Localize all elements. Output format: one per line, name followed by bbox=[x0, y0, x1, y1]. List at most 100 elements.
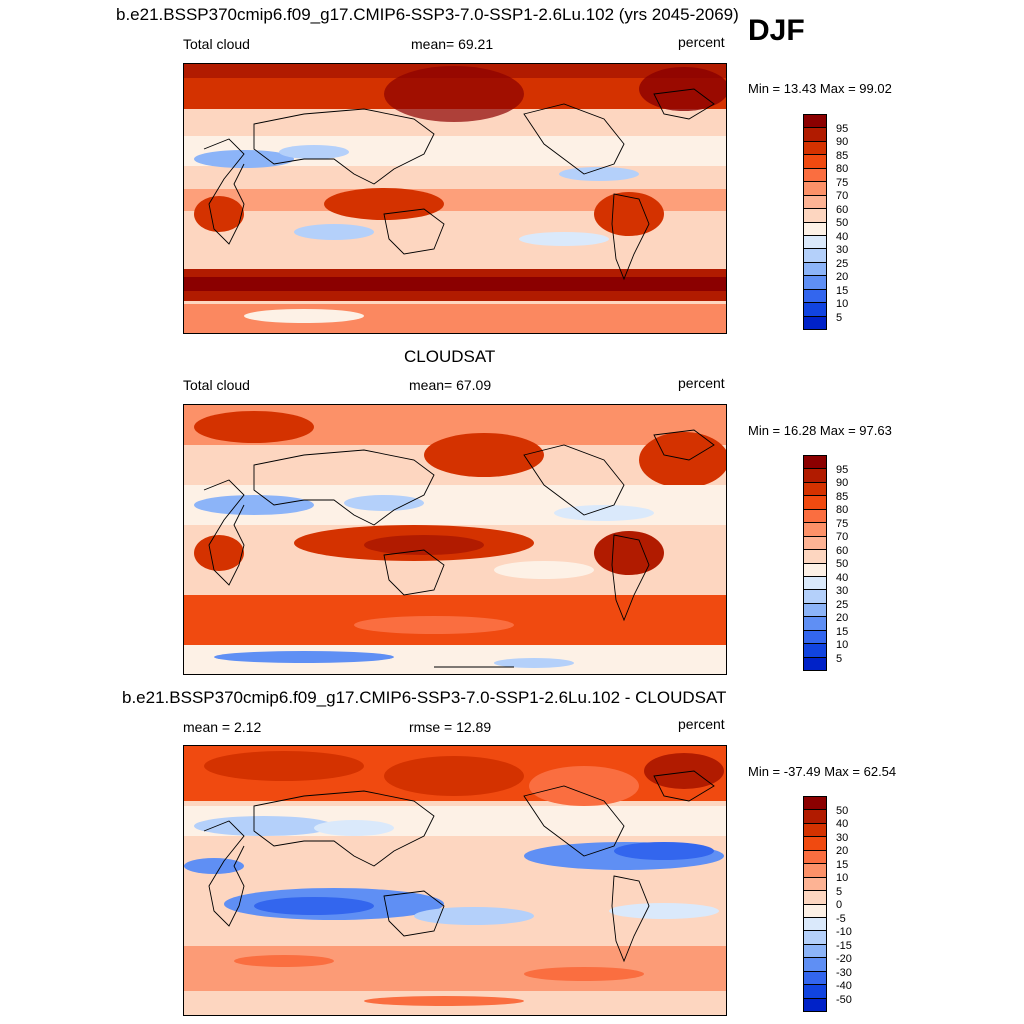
panel-3-colorbar-tick: -30 bbox=[836, 967, 852, 979]
panel-3-colorbar-tick: -10 bbox=[836, 926, 852, 938]
panel-3-colorbar-swatch bbox=[804, 876, 826, 891]
panel-2-colorbar-swatch bbox=[804, 562, 826, 576]
panel-2-colorbar-tick: 75 bbox=[836, 518, 849, 530]
panel-1-colorbar-tick: 15 bbox=[836, 285, 849, 297]
panel-2-title: CLOUDSAT bbox=[404, 347, 496, 366]
panel-3-colorbar-tick: -40 bbox=[836, 980, 852, 992]
panel-1-colorbar-swatch bbox=[804, 208, 826, 222]
panel-2-colorbar-swatch bbox=[804, 495, 826, 509]
panel-3-mean: mean = 2.12 bbox=[183, 719, 262, 735]
panel-3-colorbar-swatch bbox=[804, 863, 826, 877]
panel-2-units: percent bbox=[678, 375, 725, 391]
panel-2-colorbar-tick: 20 bbox=[836, 612, 849, 624]
panel-3-rmse: rmse = 12.89 bbox=[409, 719, 492, 735]
panel-2-colorbar-tick: 90 bbox=[836, 477, 849, 489]
panel-1-colorbar-tick: 60 bbox=[836, 204, 849, 216]
panel-2-colorbar-swatch bbox=[804, 481, 826, 496]
panel-3-colorbar-swatch bbox=[804, 970, 826, 985]
panel-2-colorbar-tick: 50 bbox=[836, 558, 849, 570]
panel-3-units: percent bbox=[678, 716, 725, 732]
panel-2-colorbar-tick: 30 bbox=[836, 585, 849, 597]
panel-2-variable: Total cloud bbox=[183, 377, 250, 393]
panel-2-colorbar-swatch bbox=[804, 616, 826, 630]
panel-1-colorbar-swatch bbox=[804, 288, 826, 303]
panel-1-mean: mean= 69.21 bbox=[411, 36, 494, 52]
panel-3-colorbar-swatch bbox=[804, 890, 826, 904]
panel-1-colorbar-tick: 95 bbox=[836, 123, 849, 135]
panel-3-colorbar bbox=[803, 796, 827, 1012]
panel-1-colorbar-tick: 80 bbox=[836, 163, 849, 175]
panel-2-colorbar-tick: 25 bbox=[836, 599, 849, 611]
panel-1-colorbar-tick: 5 bbox=[836, 312, 843, 324]
panel-1-colorbar-swatch bbox=[804, 167, 826, 182]
panel-1-variable: Total cloud bbox=[183, 36, 250, 52]
panel-1-colorbar-swatch bbox=[804, 154, 826, 168]
panel-1-colorbar-swatch bbox=[804, 261, 826, 276]
panel-3-colorbar-tick: 20 bbox=[836, 845, 849, 857]
panel-1-colorbar-tick: 70 bbox=[836, 190, 849, 202]
panel-2-colorbar-swatch bbox=[804, 508, 826, 523]
panel-1-colorbar-tick: 40 bbox=[836, 231, 849, 243]
panel-2-colorbar-swatch bbox=[804, 589, 826, 603]
panel-3-colorbar-swatch bbox=[804, 916, 826, 931]
panel-3-colorbar-swatch bbox=[804, 836, 826, 850]
panel-1-colorbar-tick: 10 bbox=[836, 298, 849, 310]
panel-2-colorbar-tick: 85 bbox=[836, 491, 849, 503]
panel-1-colorbar-swatch bbox=[804, 221, 826, 235]
panel-2-colorbar-swatch bbox=[804, 643, 826, 657]
panel-1-colorbar-swatch bbox=[804, 234, 826, 249]
panel-3-colorbar-swatch bbox=[804, 997, 826, 1011]
panel-2-colorbar-tick: 15 bbox=[836, 626, 849, 638]
panel-2-colorbar-tick: 10 bbox=[836, 639, 849, 651]
panel-3-colorbar-swatch bbox=[804, 984, 826, 998]
panel-1-colorbar-swatch bbox=[804, 315, 826, 329]
panel-1-colorbar-tick: 75 bbox=[836, 177, 849, 189]
panel-2-colorbar-swatch bbox=[804, 549, 826, 563]
panel-1-colorbar-tick: 90 bbox=[836, 136, 849, 148]
panel-3-colorbar-tick: -15 bbox=[836, 940, 852, 952]
panel-3-colorbar-tick: 40 bbox=[836, 818, 849, 830]
panel-2-map bbox=[183, 404, 727, 675]
panel-3-colorbar-swatch bbox=[804, 822, 826, 837]
panel-1-colorbar-swatch bbox=[804, 275, 826, 289]
panel-2-colorbar-tick: 5 bbox=[836, 653, 843, 665]
panel-2-colorbar-tick: 40 bbox=[836, 572, 849, 584]
panel-3-colorbar-tick: -20 bbox=[836, 953, 852, 965]
panel-1-colorbar-swatch bbox=[804, 302, 826, 316]
panel-1-map bbox=[183, 63, 727, 334]
panel-3-map bbox=[183, 745, 727, 1016]
panel-1-colorbar-tick: 20 bbox=[836, 271, 849, 283]
panel-1-colorbar-swatch bbox=[804, 194, 826, 209]
panel-2-minmax: Min = 16.28 Max = 97.63 bbox=[748, 423, 892, 438]
panel-3-colorbar-tick: 5 bbox=[836, 886, 843, 898]
panel-2-colorbar-tick: 60 bbox=[836, 545, 849, 557]
panel-3-colorbar-swatch bbox=[804, 943, 826, 958]
panel-3-colorbar-swatch bbox=[804, 809, 826, 823]
panel-1-colorbar-swatch bbox=[804, 140, 826, 155]
panel-2-colorbar-swatch bbox=[804, 575, 826, 590]
panel-1-colorbar-tick: 85 bbox=[836, 150, 849, 162]
panel-1-colorbar-swatch bbox=[804, 181, 826, 195]
panel-2-colorbar-swatch bbox=[804, 629, 826, 644]
panel-1-colorbar-tick: 30 bbox=[836, 244, 849, 256]
panel-1-colorbar-swatch bbox=[804, 127, 826, 141]
panel-1-colorbar-swatch bbox=[804, 248, 826, 262]
panel-1-colorbar-tick: 25 bbox=[836, 258, 849, 270]
panel-2-colorbar-swatch bbox=[804, 656, 826, 670]
panel-2-colorbar-tick: 95 bbox=[836, 464, 849, 476]
panel-3-colorbar-swatch bbox=[804, 849, 826, 864]
panel-1-minmax: Min = 13.43 Max = 99.02 bbox=[748, 81, 892, 96]
panel-2-colorbar-tick: 80 bbox=[836, 504, 849, 516]
panel-1-colorbar bbox=[803, 114, 827, 330]
panel-3-colorbar-swatch bbox=[804, 957, 826, 971]
panel-2-colorbar-swatch bbox=[804, 522, 826, 536]
panel-1-units: percent bbox=[678, 34, 725, 50]
panel-3-colorbar-swatch bbox=[804, 797, 826, 810]
panel-3-colorbar-swatch bbox=[804, 903, 826, 917]
panel-3-title: b.e21.BSSP370cmip6.f09_g17.CMIP6-SSP3-7.… bbox=[122, 688, 727, 707]
panel-2-colorbar-swatch bbox=[804, 456, 826, 469]
panel-3-colorbar-swatch bbox=[804, 930, 826, 944]
panel-2-colorbar-swatch bbox=[804, 535, 826, 550]
panel-1-colorbar-swatch bbox=[804, 115, 826, 128]
panel-3-colorbar-tick: 10 bbox=[836, 872, 849, 884]
